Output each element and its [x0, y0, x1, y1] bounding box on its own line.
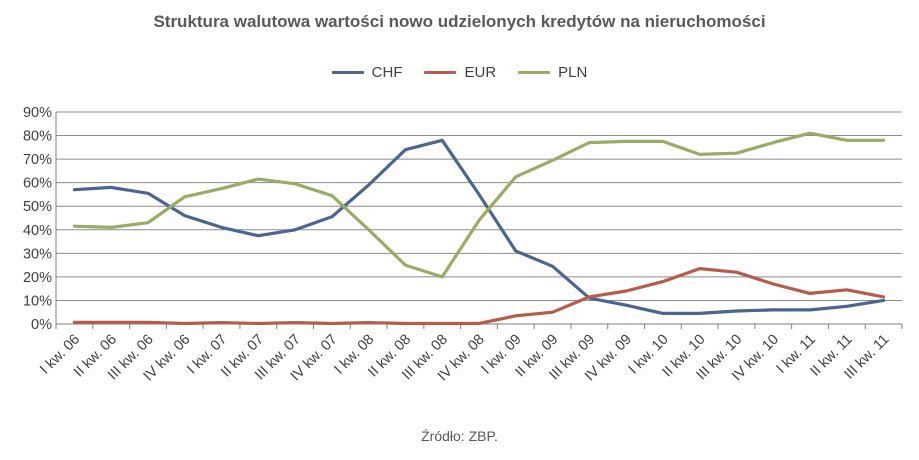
legend-swatch-chf — [331, 71, 364, 74]
series-line-eur — [72, 267, 886, 326]
legend-item-chf: CHF — [331, 64, 403, 81]
legend-label-pln: PLN — [558, 64, 588, 81]
legend-label-eur: EUR — [464, 64, 497, 81]
legend-item-eur: EUR — [424, 64, 496, 81]
legend-label-chf: CHF — [371, 64, 403, 81]
y-tick-label: 40% — [23, 223, 52, 239]
chart-title: Struktura walutowa wartości nowo udzielo… — [153, 12, 766, 31]
y-tick-label: 80% — [23, 129, 52, 145]
y-tick-label: 30% — [23, 246, 52, 262]
series-line-chf — [72, 138, 886, 315]
y-tick-label: 10% — [23, 293, 52, 309]
legend-swatch-eur — [424, 71, 457, 74]
legend-swatch-pln — [518, 71, 551, 74]
y-tick-label: 70% — [23, 152, 52, 168]
source-note: Źródło: ZBP. — [421, 428, 498, 444]
legend-item-pln: PLN — [518, 64, 587, 81]
y-tick-label: 50% — [23, 199, 52, 215]
y-tick-label: 20% — [23, 270, 52, 286]
y-tick-label: 0% — [31, 317, 52, 333]
chart-legend: CHF EUR PLN — [0, 64, 919, 81]
y-tick-label: 90% — [23, 105, 52, 121]
series-line-pln — [72, 131, 886, 279]
y-tick-label: 60% — [23, 176, 52, 192]
